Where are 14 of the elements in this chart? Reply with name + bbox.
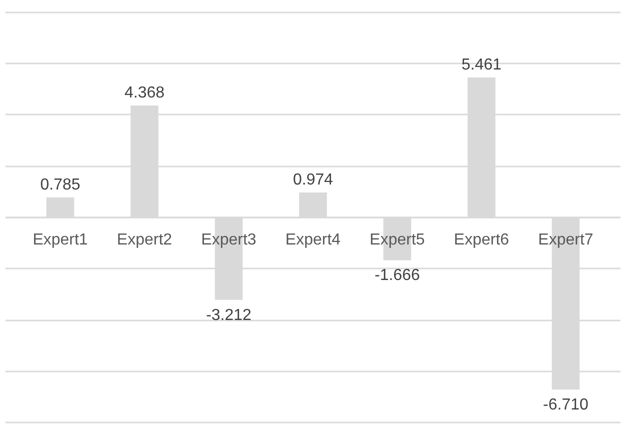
x-tick-label: Expert7 bbox=[538, 232, 594, 248]
x-tick-label: Expert4 bbox=[285, 232, 341, 248]
x-tick-label: Expert5 bbox=[370, 232, 425, 248]
data-label: 5.461 bbox=[461, 56, 502, 74]
data-label: 4.368 bbox=[124, 84, 165, 102]
x-tick-label: Expert1 bbox=[32, 232, 88, 248]
data-label: -3.212 bbox=[206, 306, 252, 324]
x-tick-label: Expert3 bbox=[201, 232, 256, 248]
data-label: -1.666 bbox=[374, 267, 420, 284]
x-tick-label: Expert6 bbox=[454, 232, 510, 248]
data-label: 0.785 bbox=[40, 176, 80, 194]
x-tick-label: Expert2 bbox=[116, 232, 172, 248]
data-label: 0.974 bbox=[292, 172, 334, 189]
data-label: -6.710 bbox=[543, 396, 589, 414]
